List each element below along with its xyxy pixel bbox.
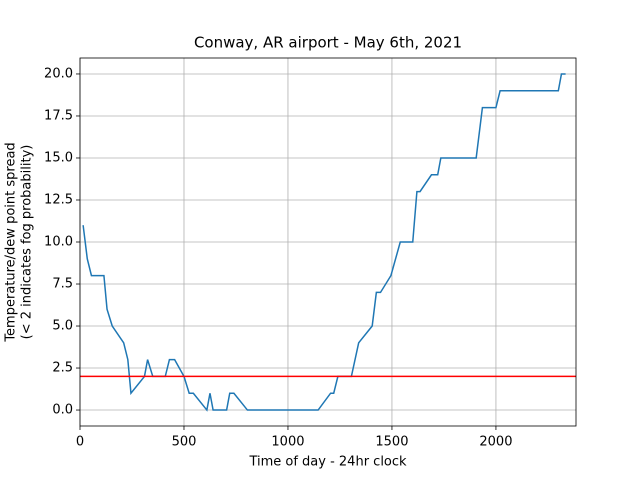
y-tick-label: 20.0 (44, 66, 73, 81)
y-axis-label: Temperature/dew point spread (4, 142, 19, 342)
x-tick-label: 1500 (375, 435, 408, 450)
y-tick-label: 10.0 (44, 235, 73, 250)
y-tick-label: 12.5 (44, 192, 73, 207)
x-axis-label: Time of day - 24hr clock (248, 455, 407, 470)
y-axis-label: (< 2 indicates fog probability) (20, 145, 35, 340)
y-tick-label: 0.0 (52, 403, 73, 418)
y-tick-label: 7.5 (52, 277, 73, 292)
x-tick-label: 1000 (271, 435, 304, 450)
y-tick-label: 2.5 (52, 361, 73, 376)
y-tick-label: 17.5 (44, 108, 73, 123)
plot-frame (79, 57, 577, 427)
y-tick-label: 15.0 (44, 150, 73, 165)
y-tick-label: 5.0 (52, 319, 73, 334)
x-tick-label: 0 (76, 435, 84, 450)
data-line (82, 73, 566, 412)
x-tick-label: 500 (172, 435, 197, 450)
x-tick-label: 2000 (479, 435, 512, 450)
chart-title: Conway, AR airport - May 6th, 2021 (194, 34, 462, 52)
